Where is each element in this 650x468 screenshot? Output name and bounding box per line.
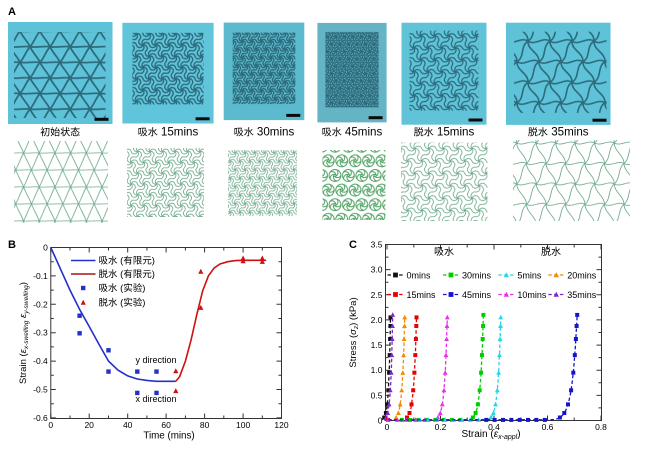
svg-text:-0.4: -0.4 — [33, 356, 48, 366]
svg-text:(: ( — [120, 298, 124, 309]
svg-text:1.0: 1.0 — [371, 365, 383, 375]
svg-text:(: ( — [120, 269, 124, 280]
svg-text:y direction: y direction — [136, 355, 177, 365]
svg-text:-0.3: -0.3 — [33, 328, 48, 338]
svg-text:30mins: 30mins — [462, 270, 492, 280]
svg-text:(: ( — [120, 256, 124, 267]
svg-text:Time (mins): Time (mins) — [143, 431, 194, 442]
svg-text:-0.5: -0.5 — [33, 385, 48, 395]
svg-text:45mins: 45mins — [345, 126, 383, 139]
svg-text:0.4: 0.4 — [488, 422, 500, 432]
svg-text:0mins: 0mins — [407, 270, 432, 280]
svg-text:C: C — [349, 239, 357, 251]
svg-text:0: 0 — [378, 416, 383, 426]
svg-text:35mins: 35mins — [567, 290, 597, 300]
svg-text:120: 120 — [274, 420, 288, 430]
svg-text:0: 0 — [385, 422, 390, 432]
svg-text:20mins: 20mins — [567, 270, 597, 280]
svg-text:5mins: 5mins — [517, 270, 542, 280]
svg-text:0: 0 — [48, 420, 53, 430]
svg-text:-0.1: -0.1 — [33, 271, 48, 281]
svg-text:B: B — [8, 239, 16, 251]
svg-text:30mins: 30mins — [257, 126, 295, 139]
svg-text:): ) — [152, 256, 155, 267]
svg-text:A: A — [8, 6, 16, 18]
svg-text:0.6: 0.6 — [542, 422, 554, 432]
svg-text:Stress (σz) (kPa): Stress (σz) (kPa) — [348, 297, 360, 367]
svg-text:x direction: x direction — [136, 394, 177, 404]
svg-text:): ) — [142, 283, 145, 294]
svg-text:3.0: 3.0 — [371, 265, 383, 275]
svg-text:15mins: 15mins — [161, 126, 199, 139]
svg-text:45mins: 45mins — [462, 290, 492, 300]
svg-text:3.5: 3.5 — [371, 240, 383, 250]
svg-text:-0.6: -0.6 — [33, 413, 48, 423]
svg-text:0.5: 0.5 — [371, 390, 383, 400]
svg-text:0: 0 — [43, 243, 48, 253]
svg-text:60: 60 — [161, 420, 171, 430]
svg-text:20: 20 — [84, 420, 94, 430]
svg-text:): ) — [142, 298, 145, 309]
svg-text:1.5: 1.5 — [371, 340, 383, 350]
svg-text:100: 100 — [236, 420, 250, 430]
svg-text:2.0: 2.0 — [371, 315, 383, 325]
svg-text:2.5: 2.5 — [371, 290, 383, 300]
svg-text:): ) — [152, 269, 155, 280]
svg-text:(: ( — [120, 283, 124, 294]
svg-text:10mins: 10mins — [517, 290, 547, 300]
svg-text:15mins: 15mins — [437, 126, 475, 139]
svg-text:-0.2: -0.2 — [33, 299, 48, 309]
svg-text:15mins: 15mins — [407, 290, 437, 300]
svg-text:80: 80 — [200, 420, 210, 430]
svg-text:40: 40 — [123, 420, 133, 430]
svg-text:35mins: 35mins — [551, 126, 589, 139]
svg-text:0.2: 0.2 — [435, 422, 447, 432]
svg-text:0.8: 0.8 — [595, 422, 607, 432]
